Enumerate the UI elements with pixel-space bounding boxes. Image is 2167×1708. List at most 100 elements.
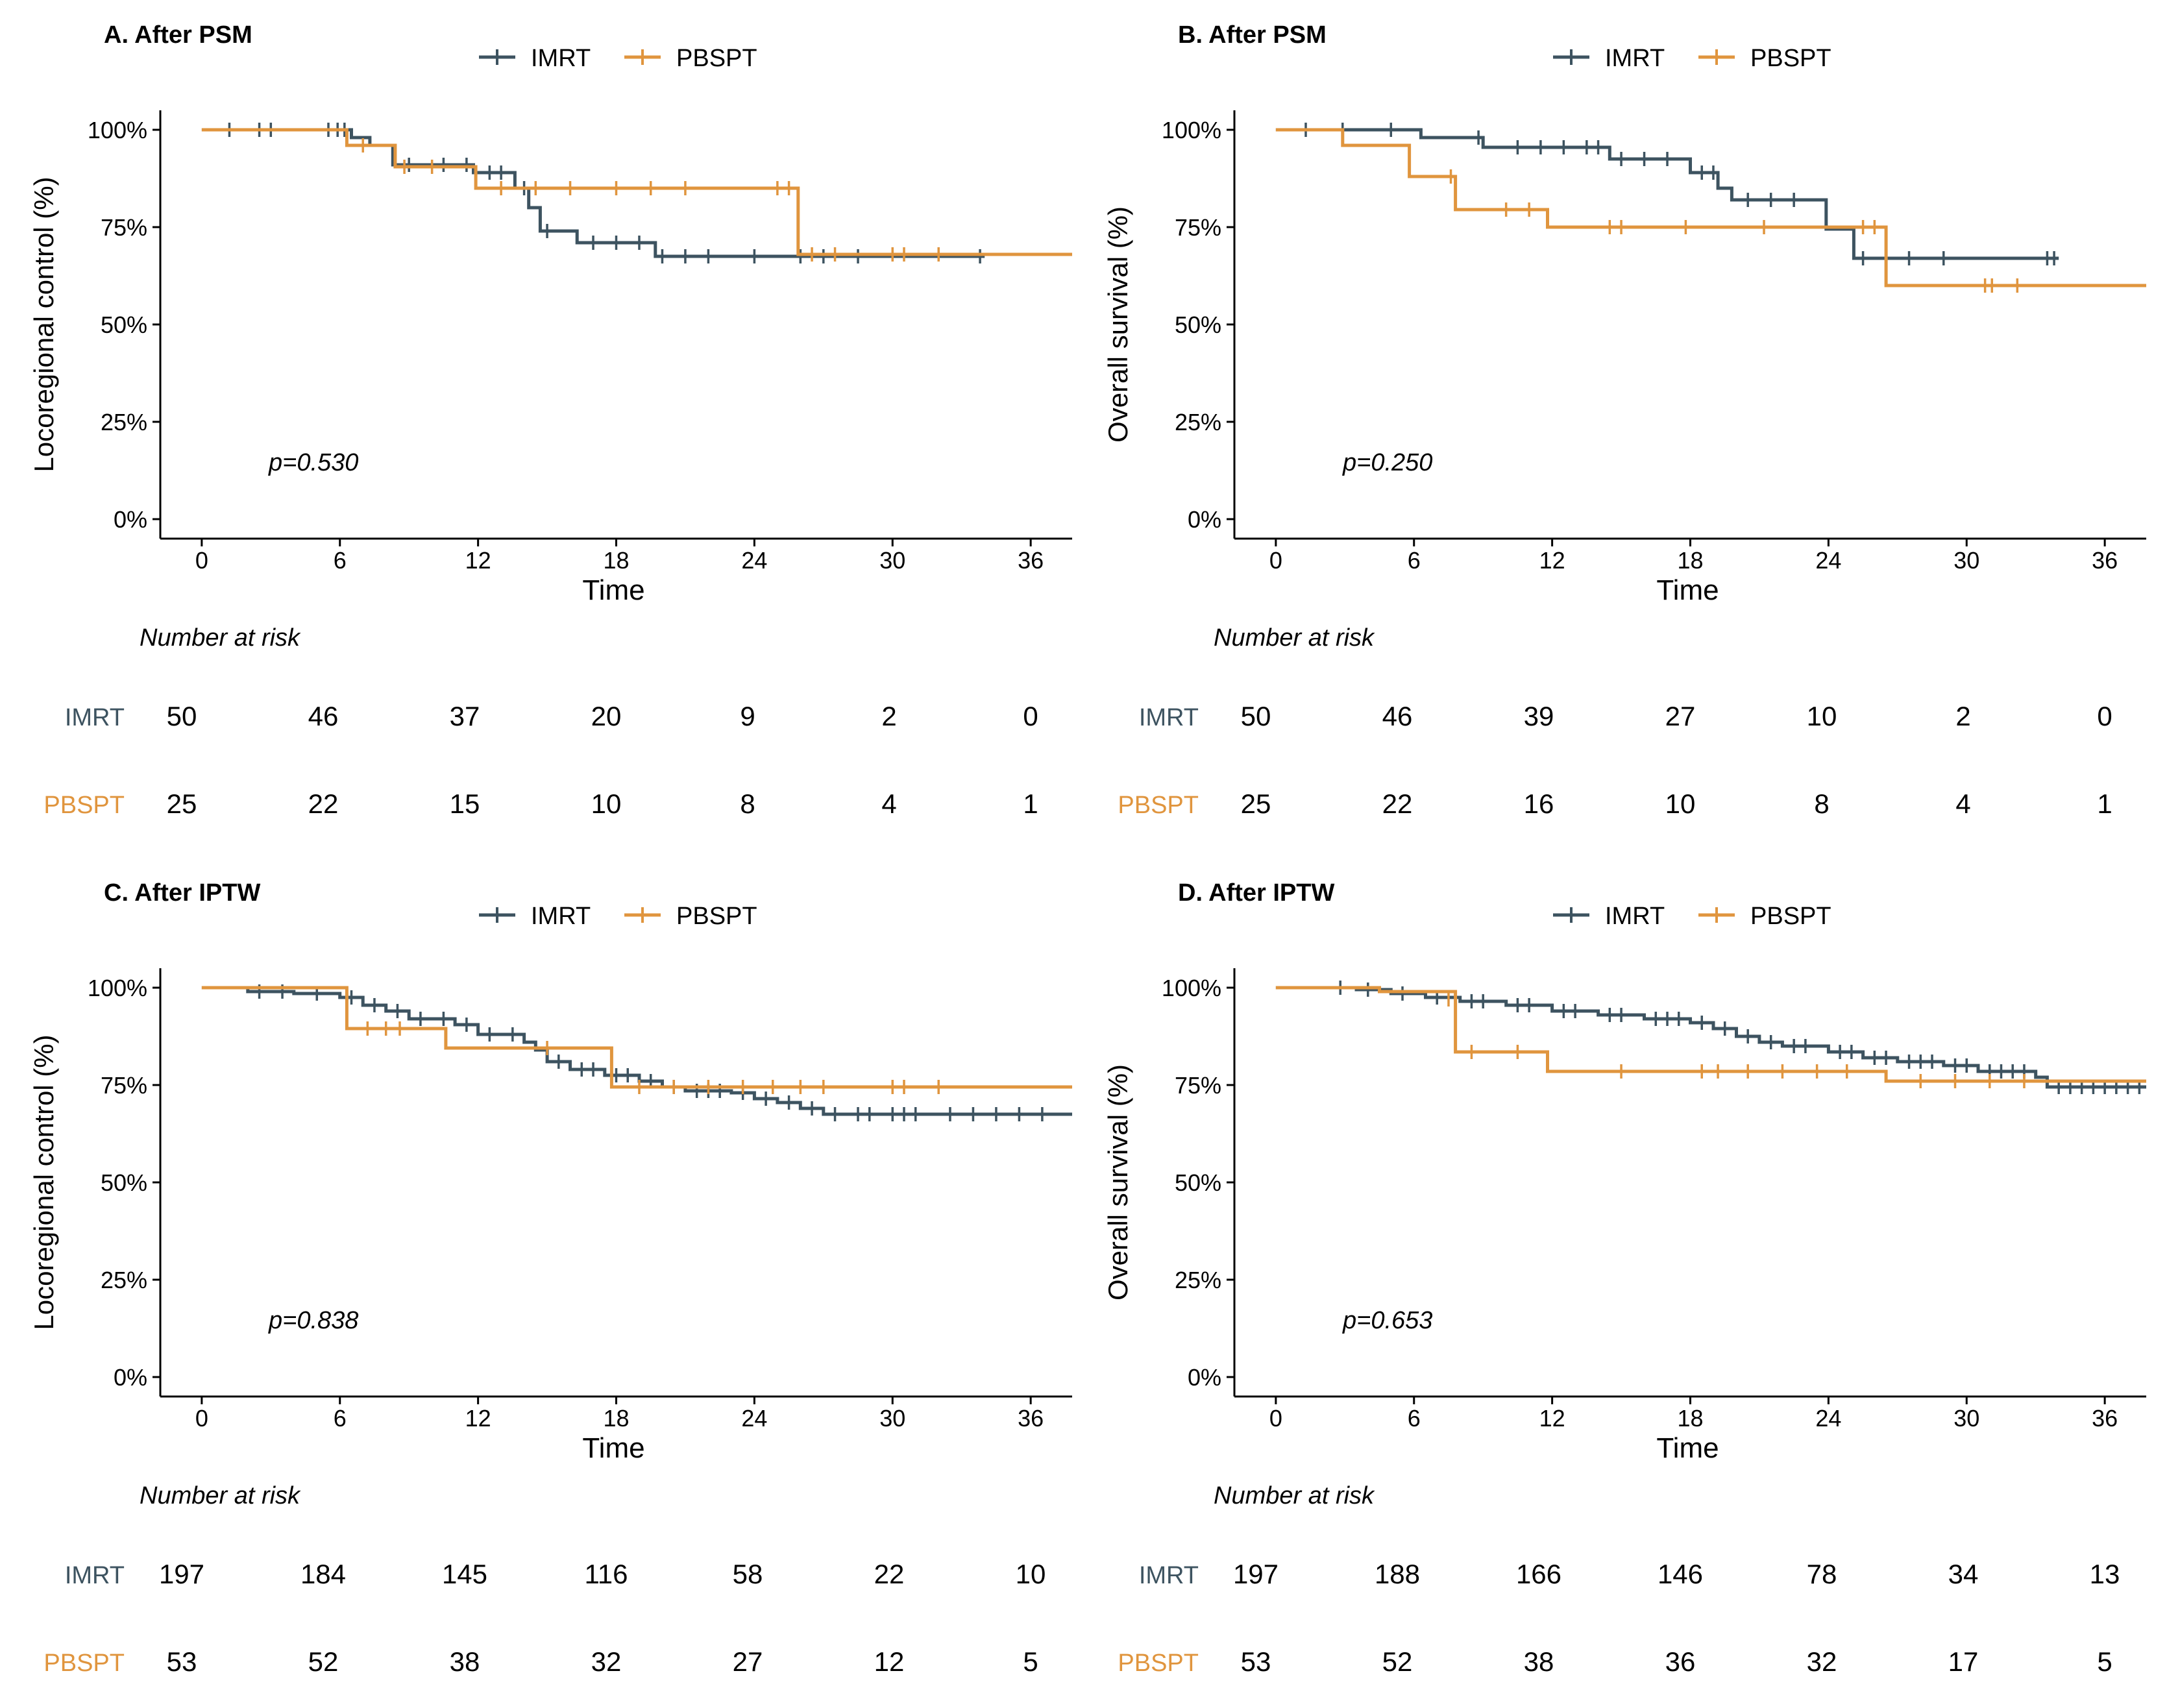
- risk-count-pbspt: 5: [2097, 1646, 2112, 1677]
- legend-label-imrt: IMRT: [1605, 903, 1665, 930]
- risk-row-label-imrt: IMRT: [1139, 704, 1199, 731]
- y-tick-label: 75%: [1175, 1072, 1221, 1099]
- y-tick-label: 100%: [1162, 117, 1221, 143]
- x-tick-label: 18: [1677, 547, 1703, 574]
- x-axis-label: Time: [582, 1432, 644, 1464]
- risk-count-imrt: 58: [733, 1559, 763, 1589]
- risk-count-pbspt: 1: [1023, 788, 1038, 819]
- y-tick-label: 50%: [101, 1169, 147, 1196]
- legend: IMRT PBSPT: [1553, 45, 1831, 72]
- risk-count-imrt: 22: [874, 1559, 905, 1589]
- risk-count-imrt: 197: [159, 1559, 204, 1589]
- risk-count-imrt: 37: [450, 701, 480, 731]
- x-tick-label: 30: [879, 547, 905, 574]
- risk-count-imrt: 50: [1241, 701, 1271, 731]
- panel-title: D. After IPTW: [1178, 879, 1334, 907]
- y-axis-label: Overall survival (%): [1103, 206, 1133, 443]
- risk-count-imrt: 166: [1516, 1559, 1561, 1589]
- y-tick-label: 0%: [1188, 1364, 1221, 1391]
- km-curve-imrt: [201, 128, 985, 258]
- y-axis-label: Locoregional control (%): [29, 177, 59, 472]
- risk-count-pbspt: 25: [1241, 788, 1271, 819]
- risk-count-pbspt: 22: [308, 788, 339, 819]
- panel-title: B. After PSM: [1178, 21, 1327, 49]
- risk-count-pbspt: 32: [1807, 1646, 1837, 1677]
- risk-count-pbspt: 27: [733, 1646, 763, 1677]
- risk-count-imrt: 197: [1233, 1559, 1279, 1589]
- x-tick-label: 0: [1269, 547, 1282, 574]
- risk-count-pbspt: 4: [1955, 788, 1970, 819]
- risk-count-pbspt: 15: [450, 788, 480, 819]
- legend-label-pbspt: PBSPT: [1750, 903, 1831, 930]
- risk-count-pbspt: 5: [1023, 1646, 1038, 1677]
- y-tick-label: 100%: [1162, 975, 1221, 1001]
- y-tick-label: 25%: [1175, 1267, 1221, 1293]
- risk-count-pbspt: 52: [1382, 1646, 1413, 1677]
- panel-title: C. After IPTW: [104, 879, 260, 907]
- km-curve-pbspt: [1275, 128, 2146, 287]
- x-tick-label: 0: [1269, 1405, 1282, 1432]
- risk-count-pbspt: 38: [450, 1646, 480, 1677]
- x-tick-label: 36: [2092, 1405, 2118, 1432]
- y-tick-label: 50%: [1175, 1169, 1221, 1196]
- x-tick-label: 30: [1953, 1405, 1979, 1432]
- risk-count-pbspt: 25: [167, 788, 197, 819]
- x-tick-label: 18: [603, 1405, 629, 1432]
- risk-row-label-imrt: IMRT: [1139, 1562, 1199, 1589]
- risk-count-pbspt: 10: [1665, 788, 1696, 819]
- km-curve-pbspt: [1275, 986, 2146, 1083]
- risk-count-pbspt: 38: [1524, 1646, 1554, 1677]
- x-tick-label: 12: [1539, 1405, 1565, 1432]
- risk-count-imrt: 116: [585, 1559, 628, 1589]
- risk-table-title: Number at risk: [1214, 1482, 1375, 1509]
- x-tick-label: 24: [1815, 1405, 1841, 1432]
- risk-table-title: Number at risk: [140, 1482, 301, 1509]
- risk-count-pbspt: 36: [1665, 1646, 1696, 1677]
- risk-count-imrt: 39: [1524, 701, 1554, 731]
- legend-label-imrt: IMRT: [1605, 45, 1665, 72]
- x-tick-label: 36: [2092, 547, 2118, 574]
- x-tick-label: 12: [465, 547, 491, 574]
- x-tick-label: 18: [1677, 1405, 1703, 1432]
- x-tick-label: 6: [1408, 1405, 1421, 1432]
- risk-row-label-pbspt: PBSPT: [43, 792, 125, 819]
- legend-label-pbspt: PBSPT: [676, 903, 757, 930]
- risk-count-pbspt: 8: [740, 788, 755, 819]
- p-value: p=0.530: [268, 449, 358, 476]
- y-tick-label: 25%: [101, 409, 147, 435]
- risk-count-pbspt: 52: [308, 1646, 339, 1677]
- risk-row-label-imrt: IMRT: [65, 1562, 125, 1589]
- x-tick-label: 6: [334, 1405, 347, 1432]
- risk-count-pbspt: 53: [1241, 1646, 1271, 1677]
- risk-count-imrt: 0: [2097, 701, 2112, 731]
- x-tick-label: 30: [1953, 547, 1979, 574]
- x-tick-label: 18: [603, 547, 629, 574]
- x-tick-label: 12: [465, 1405, 491, 1432]
- y-tick-label: 25%: [1175, 409, 1221, 435]
- risk-count-imrt: 145: [442, 1559, 487, 1589]
- x-tick-label: 0: [195, 1405, 208, 1432]
- y-tick-label: 25%: [101, 1267, 147, 1293]
- km-curve-pbspt: [201, 128, 1072, 256]
- x-tick-label: 6: [1408, 547, 1421, 574]
- risk-count-imrt: 9: [740, 701, 755, 731]
- y-tick-label: 75%: [1175, 214, 1221, 241]
- x-axis-label: Time: [1656, 1432, 1719, 1464]
- p-value: p=0.838: [268, 1307, 358, 1334]
- legend-label-pbspt: PBSPT: [1750, 45, 1831, 72]
- x-tick-label: 24: [741, 1405, 767, 1432]
- legend-label-pbspt: PBSPT: [676, 45, 757, 72]
- risk-count-pbspt: 10: [591, 788, 622, 819]
- risk-count-imrt: 146: [1658, 1559, 1703, 1589]
- risk-count-pbspt: 53: [167, 1646, 197, 1677]
- y-tick-label: 100%: [88, 975, 147, 1001]
- risk-count-pbspt: 12: [874, 1646, 905, 1677]
- x-tick-label: 36: [1018, 1405, 1044, 1432]
- risk-count-pbspt: 32: [591, 1646, 622, 1677]
- risk-count-pbspt: 4: [881, 788, 896, 819]
- risk-count-imrt: 50: [167, 701, 197, 731]
- x-tick-label: 36: [1018, 547, 1044, 574]
- x-tick-label: 0: [195, 547, 208, 574]
- risk-count-pbspt: 17: [1948, 1646, 1979, 1677]
